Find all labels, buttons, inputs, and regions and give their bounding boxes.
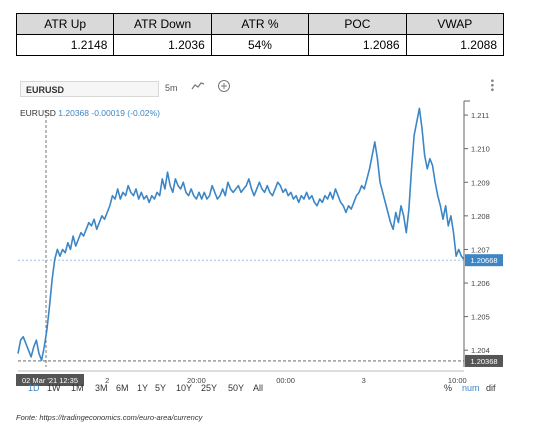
y-tick-label-6: 1.205 xyxy=(471,313,490,322)
y-tick-label-1: 1.210 xyxy=(471,145,490,154)
range-button-25y[interactable]: 25Y xyxy=(201,383,218,393)
chart-type-icon[interactable] xyxy=(191,81,205,95)
stats-header-row: ATR Up ATR Down ATR % POC VWAP xyxy=(15,13,505,35)
stats-header-vwap: VWAP xyxy=(405,13,505,35)
series-line-eurusd xyxy=(17,107,465,362)
range-button-all[interactable]: All xyxy=(253,383,264,393)
stats-header-atr-up: ATR Up xyxy=(15,13,115,35)
range-button-1d[interactable]: 1D xyxy=(28,383,40,393)
range-button-50y[interactable]: 50Y xyxy=(228,383,245,393)
range-button-1y[interactable]: 1Y xyxy=(137,383,149,393)
x-tick-label-2: 00:00 xyxy=(276,376,295,385)
stats-value-atr-up: 1.2148 xyxy=(15,34,115,56)
stats-header-poc: POC xyxy=(308,13,407,35)
crosshair-price-tag-box xyxy=(465,354,503,367)
y-tick-label-4: 1.207 xyxy=(471,245,490,254)
y-tick-label-0: 1.211 xyxy=(471,111,489,120)
stats-value-atr-pct: 54% xyxy=(210,34,310,56)
chart-toolbar: EURUSD 5m ••• xyxy=(16,75,503,99)
source-footnote: Fonte: https://tradingeconomics.com/euro… xyxy=(16,413,203,422)
y-tick-label-3: 1.208 xyxy=(471,212,490,221)
crosshair-time-tag-text: 02 Mar '21 12:35 xyxy=(22,376,78,385)
scale-mode-dif[interactable]: dif xyxy=(486,383,496,393)
range-button-3m[interactable]: 3M xyxy=(95,383,108,393)
range-button-1w[interactable]: 1W xyxy=(47,383,61,393)
stats-value-poc: 1.2086 xyxy=(308,34,407,56)
y-tick-label-5: 1.206 xyxy=(471,279,490,288)
x-tick-label-3: 3 xyxy=(362,376,366,385)
quote-symbol: EURUSD xyxy=(20,108,56,118)
range-button-5y[interactable]: 5Y xyxy=(155,383,167,393)
range-button-10y[interactable]: 10Y xyxy=(176,383,193,393)
interval-button[interactable]: 5m xyxy=(165,83,178,93)
range-bar: 1D 1W 1M 3M 6M 1Y 5Y 10Y 25Y 50Y All% num dif xyxy=(16,383,503,397)
price-chart[interactable]: 1.211 1.210 1.209 1.208 1.207 1.206 1.205 1.204… xyxy=(16,75,503,386)
range-button-1m[interactable]: 1M xyxy=(71,383,84,393)
stats-table: ATR Up ATR Down ATR % POC VWAP 1.2148 1.… xyxy=(15,13,505,56)
scale-mode-num[interactable]: num xyxy=(462,383,480,393)
add-indicator-icon[interactable] xyxy=(217,79,231,93)
stats-value-row: 1.2148 1.2036 54% 1.2086 1.2088 xyxy=(15,34,505,56)
y-tick-label-2: 1.209 xyxy=(471,178,490,187)
chart-widget: EURUSD 5m ••• EURUSD 1.20368 -0.00019 (-… xyxy=(16,75,503,393)
menu-dots-icon[interactable]: ••• xyxy=(486,79,497,93)
quote-price: 1.20368 xyxy=(58,108,90,118)
range-button-6m[interactable]: 6M xyxy=(116,383,129,393)
scale-mode-percent[interactable]: % xyxy=(444,383,453,393)
last-price-tag-text: 1.20668 xyxy=(470,256,497,265)
stats-header-atr-pct: ATR % xyxy=(210,13,310,35)
stats-value-vwap: 1.2088 xyxy=(405,34,505,56)
y-tick-label-7: 1.204 xyxy=(471,346,490,355)
crosshair-price-tag-text: 1.20368 xyxy=(470,357,497,366)
last-price-tag-box xyxy=(465,254,503,267)
quote-change: -0.00019 (-0.02%) xyxy=(91,108,160,118)
crosshair-time-tag-box xyxy=(16,374,84,386)
symbol-input[interactable]: EURUSD xyxy=(20,81,159,97)
stats-header-atr-down: ATR Down xyxy=(113,13,212,35)
stats-value-atr-down: 1.2036 xyxy=(113,34,212,56)
x-tick-label-0: 2 xyxy=(105,376,109,385)
x-tick-label-4: 10:00 xyxy=(448,376,467,385)
quote-line: EURUSD 1.20368 -0.00019 (-0.02%) xyxy=(20,108,160,118)
x-tick-label-1: 20:00 xyxy=(187,376,206,385)
